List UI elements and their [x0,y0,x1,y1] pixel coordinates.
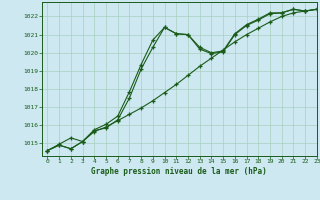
X-axis label: Graphe pression niveau de la mer (hPa): Graphe pression niveau de la mer (hPa) [91,167,267,176]
